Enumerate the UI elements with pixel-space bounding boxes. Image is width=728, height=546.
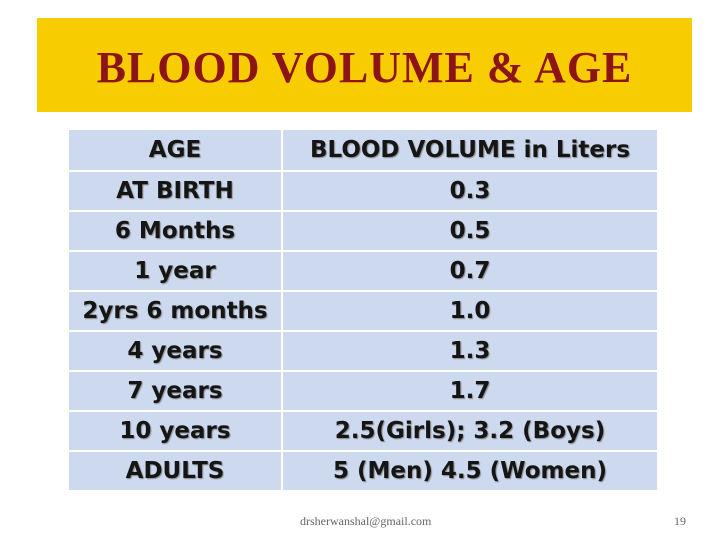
table-cell: 7 years [67,370,283,412]
table-row: 7 years 1.7 [67,370,659,412]
table-cell: ADULTS [67,450,283,492]
table-row: 2yrs 6 months 1.0 [67,290,659,332]
table-cell: 0.7 [281,250,659,292]
table-row: AT BIRTH 0.3 [67,170,659,212]
title-banner: BLOOD VOLUME & AGE [37,18,692,112]
table-cell: 1 year [67,250,283,292]
table-cell: 0.5 [281,210,659,252]
table-cell: 2.5(Girls); 3.2 (Boys) [281,410,659,452]
table-cell: 2yrs 6 months [67,290,283,332]
slide-title: BLOOD VOLUME & AGE [96,43,633,92]
footer-email: drsherwanshal@gmail.com [300,514,432,528]
table-row: 10 years 2.5(Girls); 3.2 (Boys) [67,410,659,452]
table-cell: 4 years [67,330,283,372]
table-row: 6 Months 0.5 [67,210,659,252]
table-cell: 1.0 [281,290,659,332]
table-row: 1 year 0.7 [67,250,659,292]
header-row: AGE BLOOD VOLUME in Liters [67,128,659,172]
table-cell: 1.3 [281,330,659,372]
table-cell: 0.3 [281,170,659,212]
table-row: ADULTS 5 (Men) 4.5 (Women) [67,450,659,492]
table-cell: AT BIRTH [67,170,283,212]
table-cell: 5 (Men) 4.5 (Women) [281,450,659,492]
column-header: AGE [67,128,283,172]
data-table: AGE BLOOD VOLUME in Liters AT BIRTH 0.3 6 Mo… [67,128,659,492]
page-number: 19 [674,514,686,528]
column-header: BLOOD VOLUME in Liters [281,128,659,172]
table-cell: 1.7 [281,370,659,412]
table-row: 4 years 1.3 [67,330,659,372]
table-cell: 6 Months [67,210,283,252]
table-cell: 10 years [67,410,283,452]
